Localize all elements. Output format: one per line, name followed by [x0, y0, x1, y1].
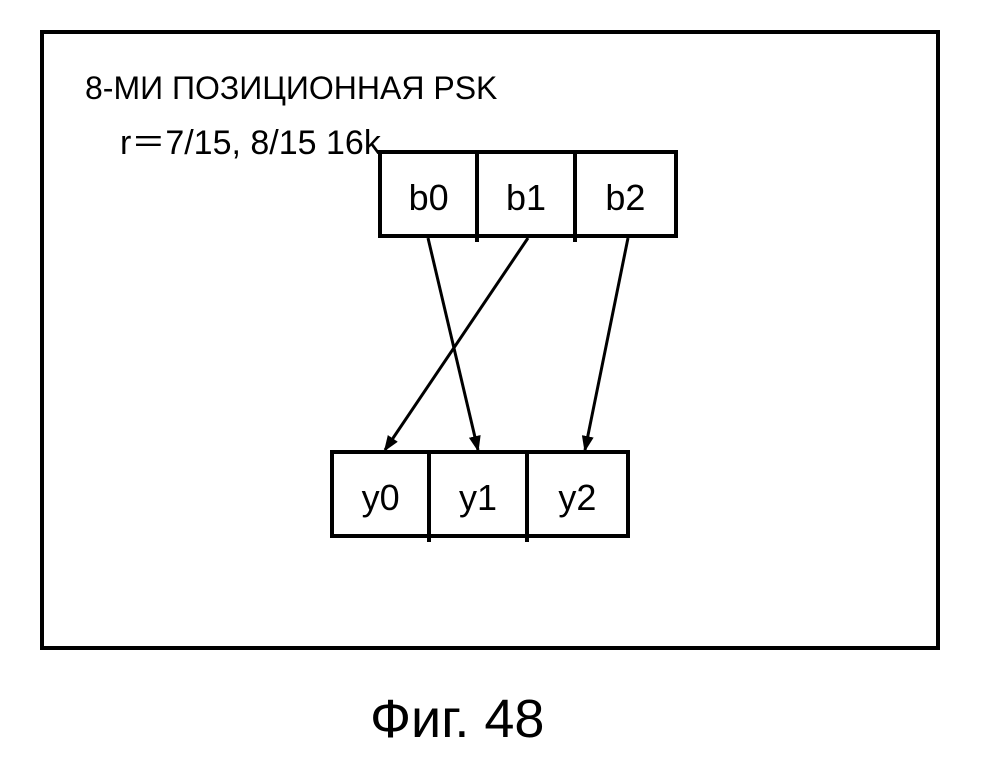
input-bit-b2: b2 [577, 154, 674, 242]
diagram-params: r＝7/15, 8/15 16k [120, 115, 381, 164]
page-root: 8-МИ ПОЗИЦИОННАЯ PSK r＝7/15, 8/15 16k b0… [0, 0, 999, 778]
output-symbols-row: y0y1y2 [330, 450, 630, 538]
input-bits-row: b0b1b2 [378, 150, 678, 238]
input-bit-b0: b0 [382, 154, 479, 242]
output-symbol-y2: y2 [529, 454, 626, 542]
output-symbol-y0: y0 [334, 454, 431, 542]
diagram-title: 8-МИ ПОЗИЦИОННАЯ PSK [85, 70, 497, 107]
figure-caption: Фиг. 48 [370, 688, 544, 750]
output-symbol-y1: y1 [431, 454, 528, 542]
input-bit-b1: b1 [479, 154, 576, 242]
